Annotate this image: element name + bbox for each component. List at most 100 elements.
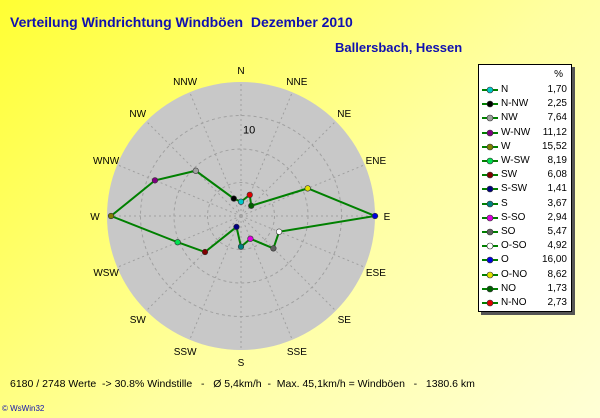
direction-label-ese: ESE bbox=[366, 268, 386, 279]
data-point-o bbox=[371, 212, 379, 220]
legend-item-nw: NW 7,64 bbox=[479, 111, 571, 125]
legend-label: W-SW bbox=[501, 155, 530, 166]
direction-label-sse: SSE bbox=[287, 347, 307, 358]
wind-rose: N NNE NE ENE E ESE SE SSE S SSW SW WSW W WNW NW NNW 10 bbox=[90, 66, 390, 369]
legend-swatch-s bbox=[482, 200, 498, 207]
direction-label-nnw: NNW bbox=[173, 77, 197, 88]
legend-unit: % bbox=[554, 69, 563, 80]
legend-value: 8,62 bbox=[547, 268, 567, 280]
legend-swatch-w bbox=[482, 143, 498, 151]
legend-swatch-o bbox=[482, 257, 498, 264]
radial-tick-label: 10 bbox=[243, 124, 255, 136]
legend-item-o-no: O-NO 8,62 bbox=[479, 268, 571, 282]
grid-spoke bbox=[240, 215, 337, 312]
legend-label: SW bbox=[501, 169, 518, 181]
legend-swatch-n-no bbox=[482, 299, 498, 307]
data-point-o-no bbox=[304, 185, 311, 192]
legend-value: 4,92 bbox=[547, 240, 567, 252]
direction-label-w: W bbox=[90, 212, 100, 223]
legend-item-o: O 16,00 bbox=[479, 253, 571, 267]
brand-label: © WsWin32 bbox=[2, 404, 45, 413]
chart-title: Verteilung Windrichtung Windböen Dezembe… bbox=[10, 14, 353, 30]
legend-item-w-nw: W-NW 11,12 bbox=[479, 126, 571, 140]
legend-value: 6,08 bbox=[547, 169, 567, 181]
legend-value: 7,64 bbox=[547, 112, 567, 124]
legend-label: W-NW bbox=[501, 126, 531, 138]
legend-swatch-n bbox=[482, 86, 498, 94]
direction-label-nw: NW bbox=[129, 109, 146, 120]
legend-value: 15,52 bbox=[541, 140, 567, 152]
legend: % N 1,70 N-NW 2,25 NW 7,64 W-NW 11,12 W 15,52 W-SW… bbox=[478, 64, 572, 312]
legend-swatch-o-so bbox=[482, 242, 498, 250]
legend-item-no: NO 1,73 bbox=[479, 282, 571, 296]
legend-label: NW bbox=[501, 112, 518, 124]
direction-label-wnw: WNW bbox=[93, 156, 120, 167]
legend-value: 8,19 bbox=[547, 155, 567, 166]
legend-item-n-nw: N-NW 2,25 bbox=[479, 97, 571, 111]
data-point-s-sw bbox=[233, 223, 240, 231]
legend-swatch-s-sw bbox=[482, 186, 498, 193]
legend-item-sw: SW 6,08 bbox=[479, 168, 571, 182]
legend-value: 16,00 bbox=[541, 254, 567, 266]
grid-ring bbox=[207, 182, 275, 250]
data-point-n-nw bbox=[230, 195, 237, 202]
data-point-no bbox=[248, 202, 255, 209]
legend-label: S-SO bbox=[501, 211, 526, 223]
grid-spoke bbox=[240, 164, 365, 217]
direction-label-ne: NE bbox=[337, 109, 351, 120]
data-point-n bbox=[237, 198, 245, 205]
legend-swatch-no bbox=[482, 285, 498, 293]
data-point-nw bbox=[192, 167, 199, 174]
grid-spoke bbox=[145, 215, 242, 312]
legend-label: O-SO bbox=[501, 240, 527, 252]
direction-label-sw: SW bbox=[130, 315, 147, 326]
legend-value: 11,12 bbox=[542, 126, 567, 138]
direction-label-ene: ENE bbox=[366, 156, 387, 167]
legend-label: O bbox=[501, 254, 509, 266]
data-point-sw bbox=[201, 248, 209, 256]
legend-swatch-nw bbox=[482, 115, 498, 122]
legend-item-n: N 1,70 bbox=[479, 83, 571, 97]
legend-swatch-w-nw bbox=[482, 129, 498, 136]
legend-swatch-n-nw bbox=[482, 100, 498, 108]
legend-value: 2,94 bbox=[547, 211, 567, 223]
legend-swatch-o-no bbox=[482, 271, 498, 278]
grid-spoke bbox=[189, 92, 242, 217]
direction-label-e: E bbox=[384, 212, 391, 223]
grid-spoke bbox=[189, 215, 242, 340]
chart-subtitle: Ballersbach, Hessen bbox=[335, 40, 463, 55]
legend-value: 1,41 bbox=[547, 183, 567, 195]
legend-label: SO bbox=[501, 226, 516, 237]
legend-swatch-w-sw bbox=[482, 157, 498, 165]
direction-label-wsw: WSW bbox=[93, 268, 119, 279]
direction-label-ssw: SSW bbox=[174, 347, 197, 358]
legend-label: N-NO bbox=[501, 297, 527, 308]
data-point-n-no bbox=[246, 191, 253, 198]
data-point-s-so bbox=[247, 235, 254, 242]
grid-spoke bbox=[240, 215, 293, 340]
legend-value: 2,73 bbox=[547, 297, 567, 308]
legend-swatch-s-so bbox=[482, 214, 498, 222]
data-point-so bbox=[270, 245, 277, 252]
grid-spoke bbox=[240, 120, 337, 217]
legend-item-s: S 3,67 bbox=[479, 197, 571, 211]
grid-spoke bbox=[240, 215, 365, 268]
legend-label: N bbox=[501, 84, 509, 95]
legend-value: 1,73 bbox=[547, 282, 567, 294]
direction-label-se: SE bbox=[338, 315, 352, 326]
legend-swatch-sw bbox=[482, 171, 498, 179]
grid-spoke bbox=[240, 92, 293, 217]
legend-label: S bbox=[501, 197, 508, 209]
legend-value: 2,25 bbox=[547, 98, 567, 110]
data-point-w-nw bbox=[151, 177, 159, 184]
data-point-o-so bbox=[275, 228, 283, 235]
data-point-w bbox=[107, 212, 115, 220]
stats-footer: 6180 / 2748 Werte -> 30.8% Windstille - … bbox=[10, 378, 475, 390]
legend-value: 5,47 bbox=[547, 226, 567, 237]
legend-swatch-so bbox=[482, 228, 498, 236]
legend-item-o-so: O-SO 4,92 bbox=[479, 239, 571, 253]
legend-item-w: W 15,52 bbox=[479, 140, 571, 154]
data-point-s bbox=[237, 243, 245, 250]
grid-spoke bbox=[145, 120, 242, 217]
